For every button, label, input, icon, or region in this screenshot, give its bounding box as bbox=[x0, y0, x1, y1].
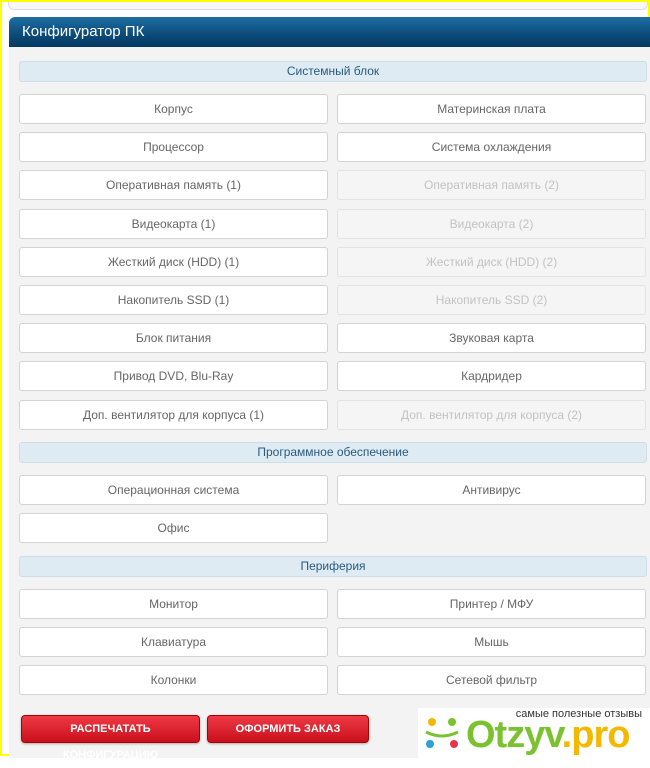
panel-title: Конфигуратор ПК bbox=[9, 17, 650, 47]
component-button[interactable]: Блок питания bbox=[19, 323, 328, 354]
component-button[interactable]: Процессор bbox=[19, 132, 328, 163]
component-button[interactable]: Колонки bbox=[19, 665, 328, 696]
pc-configurator-panel: Конфигуратор ПК Системный блок Корпус Мате… bbox=[9, 17, 650, 761]
component-button[interactable]: Накопитель SSD (1) bbox=[19, 285, 328, 315]
component-button[interactable]: Видеокарта (1) bbox=[19, 208, 328, 239]
component-button[interactable]: Монитор bbox=[19, 589, 328, 619]
component-button: Видеокарта (2) bbox=[337, 208, 646, 239]
component-button[interactable]: Звуковая карта bbox=[337, 323, 646, 354]
component-button[interactable]: Корпус bbox=[19, 94, 328, 124]
component-button[interactable]: Кардридер bbox=[337, 361, 646, 392]
component-button[interactable]: Жесткий диск (HDD) (1) bbox=[19, 246, 328, 277]
component-button[interactable]: Сетевой фильтр bbox=[337, 665, 646, 696]
component-button[interactable]: Система охлаждения bbox=[337, 132, 646, 163]
component-button: Накопитель SSD (2) bbox=[337, 285, 646, 315]
watermark-tagline: самые полезные отзывы bbox=[515, 708, 642, 720]
component-button[interactable]: Привод DVD, Blu-Ray bbox=[19, 361, 328, 392]
component-button[interactable]: Антивирус bbox=[337, 475, 646, 505]
section-header: Системный блок bbox=[19, 61, 647, 82]
component-button[interactable]: Доп. вентилятор для корпуса (1) bbox=[19, 399, 328, 430]
print-configuration-button[interactable]: РАСПЕЧАТАТЬ КОНФИГУРАЦИЮ bbox=[21, 715, 200, 761]
component-button[interactable]: Материнская плата bbox=[337, 94, 646, 124]
component-button[interactable]: Операционная система bbox=[19, 475, 328, 505]
component-button: Доп. вентилятор для корпуса (2) bbox=[337, 399, 646, 430]
section-header: Периферия bbox=[19, 556, 647, 577]
component-button[interactable]: Мышь bbox=[337, 627, 646, 658]
place-order-button[interactable]: ОФОРМИТЬ ЗАКАЗ bbox=[207, 715, 369, 743]
component-button: Жесткий диск (HDD) (2) bbox=[337, 246, 646, 277]
section-header: Программное обеспечение bbox=[19, 442, 647, 463]
otzyv-logo-icon bbox=[425, 718, 459, 748]
component-button[interactable]: Принтер / МФУ bbox=[337, 589, 646, 619]
previous-panel-edge bbox=[8, 2, 648, 10]
watermark-brand: Otzyv.pro bbox=[466, 714, 630, 756]
otzyv-watermark: самые полезные отзывы Otzyv.pro bbox=[418, 708, 650, 758]
component-button: Оперативная память (2) bbox=[337, 170, 646, 201]
component-button[interactable]: Оперативная память (1) bbox=[19, 170, 328, 201]
component-button[interactable]: Клавиатура bbox=[19, 627, 328, 658]
component-button[interactable]: Офис bbox=[19, 513, 328, 544]
